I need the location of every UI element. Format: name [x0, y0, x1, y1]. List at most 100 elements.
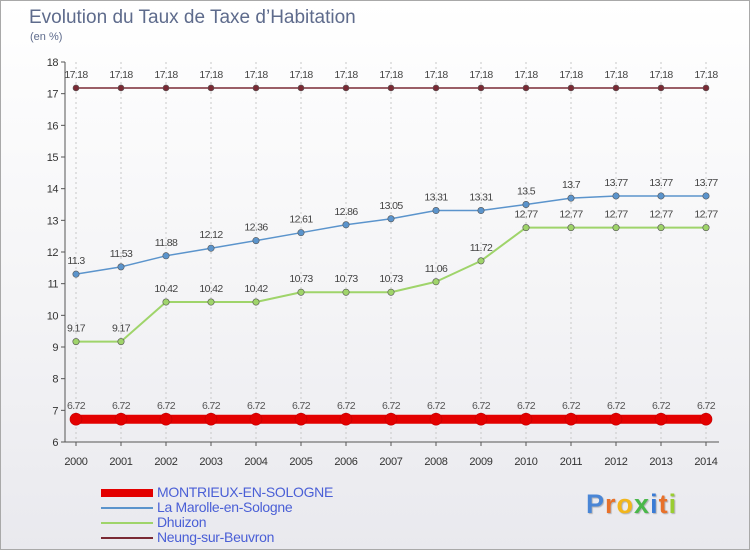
data-point — [657, 192, 665, 200]
data-point — [207, 298, 215, 306]
data-point — [297, 229, 305, 237]
data-label: 13.05 — [379, 200, 403, 212]
legend-label: Neung-sur-Beuvron — [157, 529, 275, 545]
data-label: 17.18 — [154, 69, 178, 81]
data-point — [432, 207, 440, 215]
x-tick-label: 2005 — [289, 456, 312, 468]
data-point — [564, 412, 578, 426]
data-point — [297, 288, 305, 296]
legend-swatch — [101, 489, 153, 497]
data-label: 11.53 — [110, 248, 133, 260]
data-label: 12.77 — [694, 209, 718, 221]
y-tick-label: 17 — [47, 89, 59, 101]
data-label: 17.18 — [109, 69, 133, 81]
data-point — [384, 412, 398, 426]
y-tick-label: 7 — [52, 405, 58, 417]
data-label: 17.18 — [64, 69, 88, 81]
y-tick-label: 15 — [47, 152, 59, 164]
y-tick-label: 10 — [47, 310, 59, 322]
x-tick-label: 2003 — [199, 456, 222, 468]
data-point — [702, 84, 710, 92]
data-point — [252, 237, 260, 245]
data-point — [117, 263, 125, 271]
data-label: 10.73 — [334, 273, 358, 285]
data-label: 6.72 — [607, 400, 626, 412]
data-point — [117, 338, 125, 346]
data-label: 11.88 — [155, 237, 178, 249]
legend-item: La Marolle-en-Sologne — [101, 499, 401, 515]
data-point — [249, 412, 263, 426]
y-tick-label: 6 — [52, 437, 58, 449]
data-label: 17.18 — [514, 69, 538, 81]
logo-letter: i — [668, 489, 678, 519]
data-point — [654, 412, 668, 426]
legend-swatch — [101, 507, 153, 509]
data-point — [522, 84, 530, 92]
data-point — [657, 224, 665, 232]
x-tick-label: 2002 — [154, 456, 177, 468]
data-label: 12.77 — [559, 209, 583, 221]
data-point — [567, 194, 575, 202]
data-label: 17.18 — [379, 69, 403, 81]
data-label: 6.72 — [247, 400, 266, 412]
data-point — [207, 84, 215, 92]
data-point — [387, 215, 395, 223]
data-label: 9.17 — [112, 323, 131, 335]
data-label: 12.77 — [649, 209, 673, 221]
legend-label: La Marolle-en-Sologne — [157, 499, 293, 515]
data-point — [567, 84, 575, 92]
data-label: 13.77 — [649, 177, 673, 189]
x-tick-label: 2011 — [560, 456, 583, 468]
data-point — [432, 84, 440, 92]
y-tick-label: 8 — [52, 374, 58, 386]
data-label: 13.5 — [517, 186, 536, 198]
data-label: 17.18 — [334, 69, 358, 81]
data-point — [159, 412, 173, 426]
data-point — [387, 84, 395, 92]
data-label: 6.72 — [202, 400, 221, 412]
logo-letter: x — [634, 489, 651, 519]
y-tick-label: 14 — [47, 184, 59, 196]
data-point — [612, 224, 620, 232]
data-point — [432, 278, 440, 286]
legend-swatch — [101, 522, 153, 524]
data-point — [339, 412, 353, 426]
data-point — [162, 298, 170, 306]
legend-item: Dhuizon — [101, 514, 401, 530]
x-tick-label: 2004 — [244, 456, 267, 468]
data-point — [342, 288, 350, 296]
legend-swatch — [101, 537, 153, 539]
x-tick-label: 2007 — [379, 456, 402, 468]
data-label: 11.3 — [67, 255, 85, 267]
data-point — [477, 84, 485, 92]
data-point — [522, 224, 530, 232]
legend-item: MONTRIEUX-EN-SOLOGNE — [101, 484, 401, 500]
data-point — [699, 412, 713, 426]
data-point — [609, 412, 623, 426]
data-label: 17.18 — [244, 69, 268, 81]
logo-letter: r — [605, 489, 617, 519]
logo-letter: P — [586, 489, 606, 519]
data-label: 6.72 — [337, 400, 356, 412]
data-point — [519, 412, 533, 426]
x-tick-label: 2014 — [694, 456, 717, 468]
data-label: 10.42 — [154, 283, 178, 295]
data-point — [297, 84, 305, 92]
data-label: 10.73 — [379, 273, 403, 285]
data-label: 6.72 — [67, 400, 86, 412]
data-point — [204, 412, 218, 426]
data-point — [117, 84, 125, 92]
plot-area — [65, 62, 719, 442]
x-tick-label: 2012 — [604, 456, 627, 468]
data-label: 6.72 — [427, 400, 446, 412]
x-tick-label: 2000 — [64, 456, 87, 468]
data-point — [162, 252, 170, 260]
data-point — [114, 412, 128, 426]
data-label: 13.77 — [694, 177, 718, 189]
data-label: 13.7 — [562, 179, 581, 191]
data-label: 12.36 — [244, 222, 268, 234]
y-tick-label: 18 — [47, 57, 59, 69]
y-tick-label: 11 — [48, 279, 59, 291]
x-tick-label: 2006 — [334, 456, 357, 468]
